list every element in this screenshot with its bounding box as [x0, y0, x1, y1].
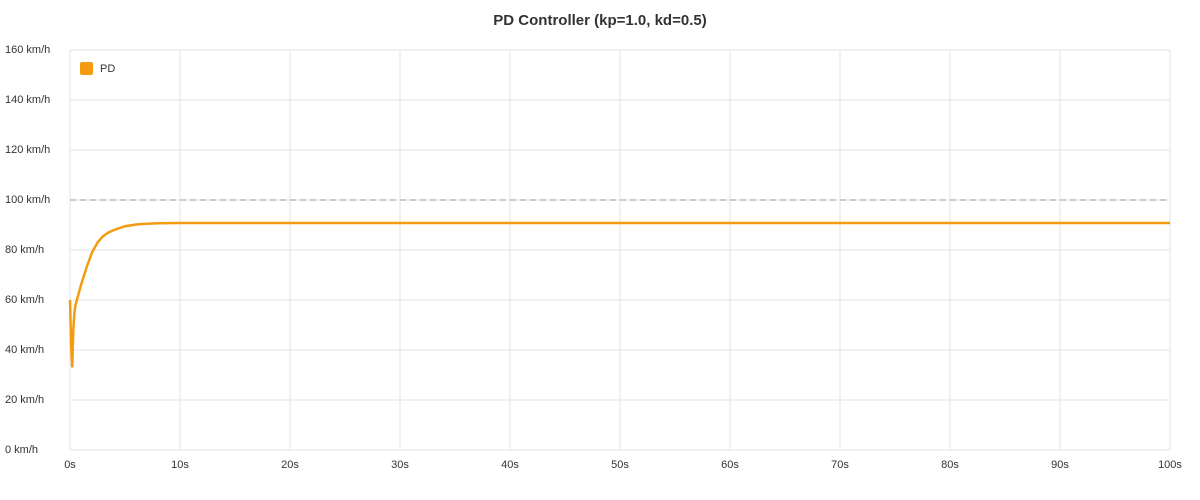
legend-swatch [80, 62, 93, 75]
x-tick-label: 90s [1051, 459, 1069, 471]
y-tick-label: 160 km/h [5, 44, 50, 56]
x-tick-label: 50s [611, 459, 629, 471]
y-tick-label: 80 km/h [5, 244, 44, 256]
x-tick-label: 100s [1158, 459, 1182, 471]
x-tick-label: 80s [941, 459, 959, 471]
y-tick-label: 100 km/h [5, 194, 50, 206]
y-tick-label: 20 km/h [5, 394, 44, 406]
y-tick-label: 60 km/h [5, 294, 44, 306]
x-tick-label: 40s [501, 459, 519, 471]
x-tick-label: 70s [831, 459, 849, 471]
y-tick-label: 140 km/h [5, 94, 50, 106]
x-tick-label: 10s [171, 459, 189, 471]
y-tick-label: 120 km/h [5, 144, 50, 156]
y-tick-label: 0 km/h [5, 444, 38, 456]
chart-title: PD Controller (kp=1.0, kd=0.5) [493, 12, 706, 29]
x-tick-label: 30s [391, 459, 409, 471]
legend-label: PD [100, 63, 115, 75]
data-line [68, 221, 1170, 368]
y-tick-label: 40 km/h [5, 344, 44, 356]
x-tick-label: 60s [721, 459, 739, 471]
x-tick-label: 20s [281, 459, 299, 471]
x-tick-label: 0s [64, 459, 76, 471]
